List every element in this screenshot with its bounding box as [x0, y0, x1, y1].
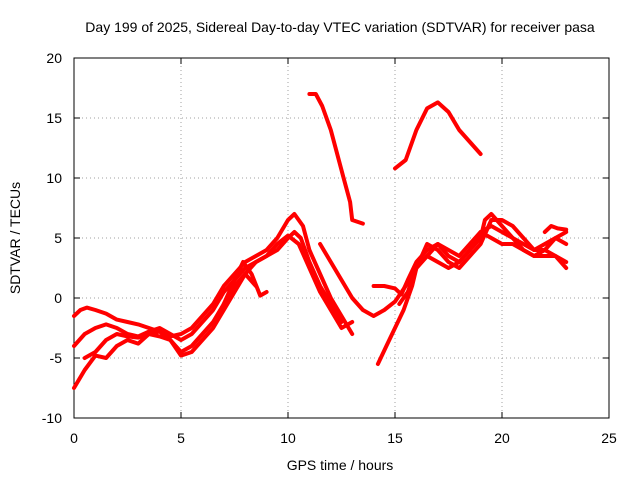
- x-tick-label: 15: [387, 430, 403, 446]
- y-axis-label: SDTVAR / TECUs: [7, 182, 23, 294]
- y-tick-label: 20: [46, 50, 62, 66]
- grid-lines: [74, 58, 609, 418]
- x-ticks: 0 5 10 15 20 25: [70, 58, 617, 446]
- y-tick-label: 15: [46, 110, 62, 126]
- series-line-track-9: [375, 212, 569, 366]
- y-ticks: -10 -5 0 5 10 15 20: [42, 50, 609, 426]
- series-line-track-8: [371, 224, 569, 297]
- series-line-track-12: [542, 224, 569, 234]
- y-tick-label: 0: [54, 290, 62, 306]
- x-tick-label: 20: [494, 430, 510, 446]
- chart-title: Day 199 of 2025, Sidereal Day-to-day VTE…: [85, 19, 595, 35]
- y-tick-label: 5: [54, 230, 62, 246]
- series-layer: [72, 92, 569, 390]
- series-line-track-6: [307, 92, 365, 226]
- series-line-track-1: [72, 212, 355, 339]
- series-line-track-2: [72, 230, 344, 348]
- x-tick-label: 0: [70, 430, 78, 446]
- series-line-track-10: [393, 100, 483, 171]
- x-tick-label: 5: [177, 430, 185, 446]
- y-tick-label: -5: [50, 350, 63, 366]
- x-axis-label: GPS time / hours: [287, 457, 394, 473]
- series-line-track-5: [221, 260, 269, 306]
- series-line-track-4: [82, 233, 355, 360]
- x-tick-label: 10: [280, 430, 296, 446]
- series-line-track-11: [397, 218, 569, 306]
- y-tick-label: -10: [42, 410, 62, 426]
- y-tick-label: 10: [46, 170, 62, 186]
- x-tick-label: 25: [601, 430, 617, 446]
